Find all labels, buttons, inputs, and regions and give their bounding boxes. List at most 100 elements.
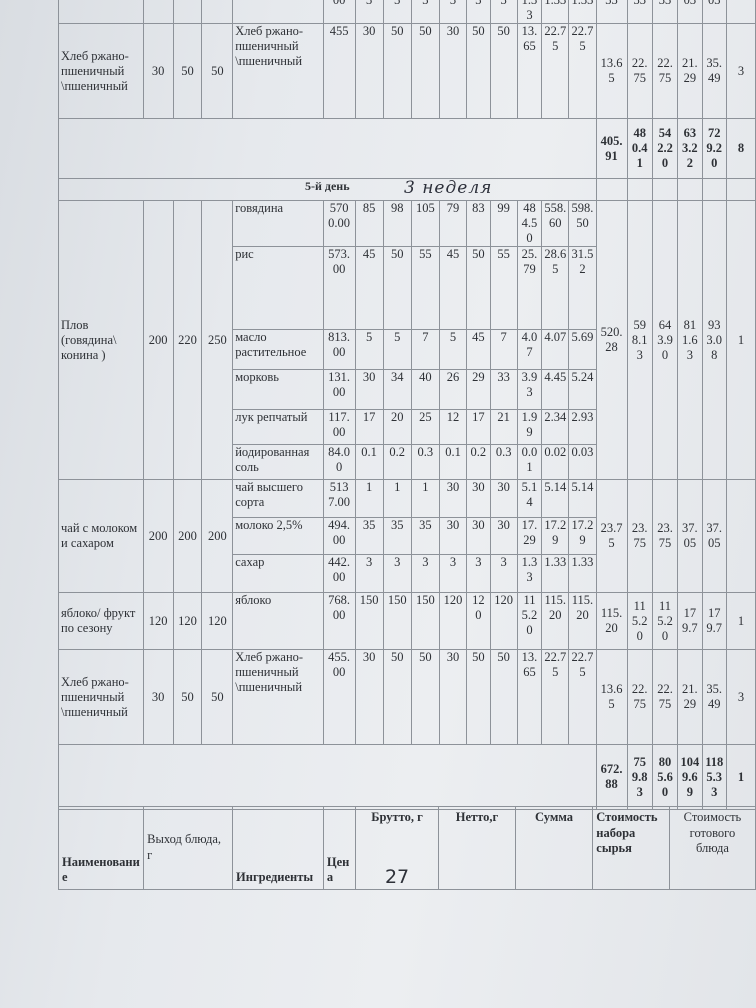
- dish-cost-cell: 598.13: [626, 200, 653, 480]
- netto-cell: 50: [489, 649, 518, 745]
- price-cell: 84.00: [322, 444, 356, 480]
- brutto-cell: 30: [354, 23, 384, 119]
- brutto-cell: 150: [354, 592, 384, 650]
- price-cell: 768.00: [322, 592, 356, 650]
- total-cell: 672.88: [595, 744, 628, 810]
- dish-name: Плов (говядина\ конина ): [58, 200, 144, 480]
- table-row: 00 3 3 3 3 3 3 1.33 1.33 1.33 33 33 33 03 03: [58, 0, 756, 24]
- brutto-cell: 50: [382, 23, 412, 119]
- header-price: Цена: [322, 806, 356, 890]
- brutto-cell: 1: [382, 479, 412, 518]
- empty-cell: [201, 0, 234, 24]
- header-name: Наименование: [57, 806, 145, 890]
- sum-cell: 1.33: [541, 0, 570, 24]
- netto-cell: 120: [438, 592, 468, 650]
- table-row: Хлеб ржано-пшеничный \пшеничный 30 50 50 Хле…: [58, 649, 756, 745]
- netto-cell: 3: [466, 554, 491, 593]
- cost-cell: 33: [626, 0, 653, 24]
- sum-cell: 115.20: [516, 592, 543, 650]
- netto-cell: 50: [466, 23, 491, 119]
- dish-cost-cell: 115.20: [626, 592, 653, 650]
- dish-cost-cell: 23.75: [595, 479, 628, 593]
- price-cell: 455.00: [322, 649, 356, 745]
- dish-name: Хлеб ржано-пшеничный \пшеничный: [58, 649, 144, 745]
- brutto-cell: 150: [382, 592, 412, 650]
- brutto-cell: 5: [382, 329, 412, 370]
- price-cell: 442.00: [322, 554, 356, 593]
- empty-cell: [701, 178, 727, 201]
- netto-cell: 30: [466, 517, 491, 555]
- handwritten-week-note: 3 неделя: [404, 178, 493, 198]
- table-row: сахар 442.00 3 3 3 3 3 3 1.33 1.33 1.33: [59, 554, 756, 593]
- sum-cell: 22.75: [541, 649, 570, 745]
- brutto-cell: 40: [410, 369, 440, 410]
- brutto-cell: 55: [410, 246, 440, 330]
- sum-cell: 484.50: [516, 200, 543, 247]
- dish-cost-cell: 1: [725, 200, 756, 480]
- header-raw-cost: Стоимость набора сырья: [592, 806, 670, 890]
- ingredient-name: говядина: [232, 200, 324, 247]
- sum-cell: 25.79: [516, 246, 543, 330]
- dish-cost-cell: 21.29: [677, 649, 703, 745]
- table-row: рис 573.00 45 50 55 45 50 55 25.79 28.65 31.52: [59, 246, 756, 330]
- ingredient-name: [232, 0, 324, 24]
- empty-cell: [595, 178, 628, 201]
- dish-cost-cell: 811.63: [677, 200, 703, 480]
- ingredient-name: сахар: [232, 554, 324, 593]
- sum-cell: 598.50: [568, 200, 597, 247]
- brutto-cell: 30: [354, 369, 384, 410]
- netto-cell: 21: [489, 409, 518, 445]
- netto-cell: 50: [489, 23, 518, 119]
- netto-cell: 120: [489, 592, 518, 650]
- dish-cost-cell: 22.75: [626, 23, 653, 119]
- empty-cell: [626, 178, 653, 201]
- sum-cell: 4.07: [516, 329, 543, 370]
- header-dish-cost: Стоимость готового блюда: [668, 806, 756, 890]
- dish-output: 50: [201, 23, 234, 119]
- sum-cell: 17.29: [516, 517, 543, 555]
- sum-cell: 1.99: [516, 409, 543, 445]
- dish-output: 50: [172, 23, 203, 119]
- sum-cell: 22.75: [541, 23, 570, 119]
- dish-cost-cell: 23.75: [626, 479, 653, 593]
- cost-cell: 33: [595, 0, 628, 24]
- brutto-cell: 98: [382, 200, 412, 247]
- brutto-cell: 50: [382, 649, 412, 745]
- table-row: лук репчатый 117.00 17 20 25 12 17 21 1.99 2.34 2.…: [59, 409, 756, 445]
- brutto-cell: 0.1: [354, 444, 384, 480]
- ingredient-name: рис: [232, 246, 324, 330]
- dish-cost-cell: 22.75: [651, 649, 679, 745]
- netto-cell: 45: [466, 329, 491, 370]
- total-cell: 633.22: [677, 118, 703, 179]
- header-netto: Нетто,г: [438, 806, 516, 890]
- brutto-cell: 1: [354, 479, 384, 518]
- header-brutto: Брутто, г: [371, 810, 423, 824]
- table-row: чай с молоком и сахаром 200 200 200 чай высш…: [58, 479, 756, 593]
- dish-cost-cell: 3: [725, 23, 756, 119]
- netto-cell: 30: [438, 479, 468, 518]
- brutto-cell: 0.3: [410, 444, 440, 480]
- sum-cell: 4.45: [541, 369, 570, 410]
- total-cell: 805.60: [651, 744, 679, 810]
- header-output: Выход блюда, г: [143, 806, 234, 890]
- dish-cost-cell: 643.90: [651, 200, 679, 480]
- total-cell: 1049.69: [677, 744, 703, 810]
- netto-cell: 30: [466, 479, 491, 518]
- dish-output: 220: [172, 200, 203, 480]
- price-cell: 117.00: [322, 409, 356, 445]
- dish-cost-cell: 179.7: [701, 592, 727, 650]
- dish-cost-cell: 520.28: [595, 200, 628, 480]
- brutto-cell: 25: [410, 409, 440, 445]
- dish-output: 120: [201, 592, 234, 650]
- empty-cell: [677, 178, 703, 201]
- netto-cell: 3: [489, 0, 518, 24]
- total-cell: 542.20: [651, 118, 679, 179]
- brutto-cell: 45: [354, 246, 384, 330]
- ingredient-name: масло растительное: [232, 329, 324, 370]
- netto-cell: 26: [438, 369, 468, 410]
- table-row: Плов (говядина\ конина ) 200 220 250 говядин…: [58, 200, 756, 480]
- netto-cell: 30: [489, 479, 518, 518]
- empty-cell: [651, 178, 679, 201]
- dish-cost-cell: 933.08: [701, 200, 727, 480]
- sum-cell: 17.29: [568, 517, 597, 555]
